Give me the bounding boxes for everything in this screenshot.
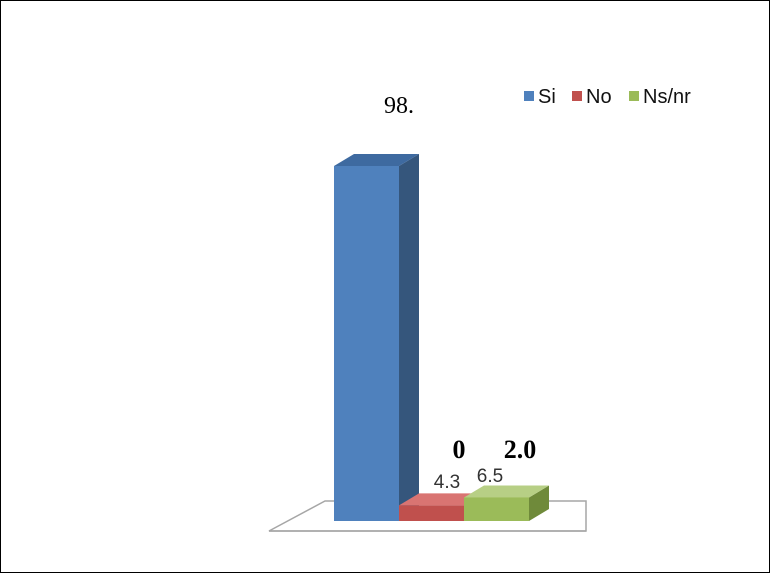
bar-nsnr-front	[464, 497, 529, 521]
bar-no-top	[399, 493, 484, 506]
extra-label-2: 2.0	[504, 435, 537, 464]
bar-si-front	[334, 166, 399, 521]
chart-legend: Si No Ns/nr	[524, 86, 691, 108]
extra-label-0: 0	[453, 435, 466, 464]
bar-nsnr-side	[529, 485, 549, 521]
legend-label-no: No	[586, 86, 612, 108]
bar-si-top	[334, 154, 419, 166]
value-label-si: 98.	[384, 93, 414, 119]
value-labels: 98. 4.3 6.5 0 2.0	[384, 93, 536, 493]
bar-nsnr	[464, 485, 549, 521]
bar-no-front	[399, 505, 464, 521]
bar-nsnr-top	[464, 485, 549, 498]
legend-swatch-si	[524, 91, 534, 101]
legend-swatch-no	[572, 91, 582, 101]
bar-si-side	[399, 154, 419, 521]
bar-si	[334, 154, 419, 521]
value-label-nsnr: 6.5	[477, 466, 503, 487]
legend-label-si: Si	[538, 86, 556, 108]
value-label-no: 4.3	[434, 472, 460, 493]
bars-group	[334, 154, 549, 521]
legend-swatch-nsnr	[629, 91, 639, 101]
legend-label-nsnr: Ns/nr	[643, 86, 691, 108]
